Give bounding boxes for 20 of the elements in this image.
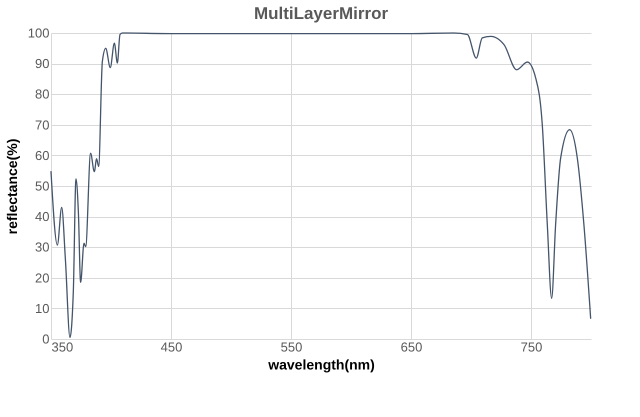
x-tick-label: 350: [52, 340, 74, 354]
y-tick-label: 30: [35, 240, 50, 255]
y-tick-label: 40: [35, 209, 50, 224]
x-axis-title: wavelength(nm): [267, 356, 375, 372]
x-tick-label: 450: [160, 340, 182, 354]
y-tick-label: 60: [35, 148, 50, 163]
y-axis-title: reflectance(%): [4, 138, 20, 234]
x-tick-label: 750: [520, 340, 542, 354]
x-tick-label: 650: [400, 340, 422, 354]
y-tick-label: 0: [42, 332, 50, 346]
chart-title: MultiLayerMirror: [254, 4, 388, 23]
y-tick-label: 100: [28, 26, 50, 40]
y-tick-label: 70: [35, 117, 50, 132]
y-tick-label: 20: [35, 270, 50, 286]
line-series: [50, 32, 592, 338]
x-tick-label: 550: [280, 340, 302, 354]
y-tick-label: 10: [35, 300, 50, 316]
y-tick-label: 80: [35, 86, 50, 102]
y-tick-label: 50: [35, 178, 50, 194]
y-tick-label: 90: [35, 56, 50, 72]
